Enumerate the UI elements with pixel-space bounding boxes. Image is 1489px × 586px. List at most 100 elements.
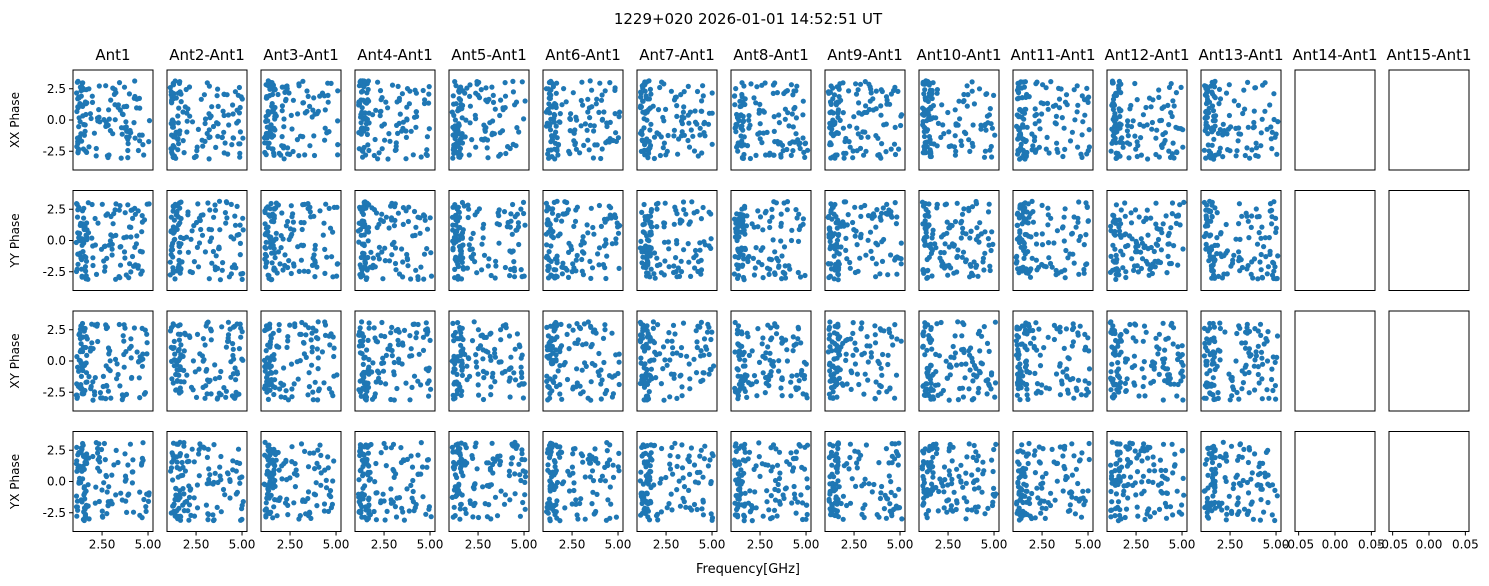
data-point: [231, 356, 237, 362]
data-point: [408, 346, 414, 352]
data-point: [274, 513, 280, 519]
panel-ant1-0: 2.50.0-2.5XX Phase: [8, 69, 154, 171]
data-point: [664, 338, 671, 344]
data-point: [601, 243, 608, 249]
data-point: [329, 390, 335, 396]
data-point: [616, 265, 622, 271]
data-point: [463, 117, 469, 123]
data-point: [176, 130, 182, 136]
data-point: [472, 481, 478, 487]
data-point: [642, 140, 648, 146]
data-point: [795, 137, 801, 143]
data-point: [451, 487, 457, 493]
data-point: [231, 236, 237, 242]
data-point: [566, 346, 572, 352]
data-point: [771, 507, 778, 513]
data-point: [181, 440, 187, 446]
data-point: [212, 202, 218, 208]
data-point: [615, 135, 622, 141]
data-point: [357, 350, 363, 356]
data-point: [864, 343, 870, 349]
data-point: [80, 80, 86, 86]
data-point: [93, 271, 100, 277]
data-point: [598, 155, 604, 162]
data-point: [751, 373, 758, 379]
data-point: [776, 449, 783, 455]
data-point: [569, 501, 575, 507]
data-point: [739, 479, 746, 485]
data-point: [318, 470, 324, 476]
data-point: [666, 264, 672, 270]
data-point: [189, 228, 195, 234]
data-point: [940, 122, 946, 128]
data-point: [757, 101, 763, 107]
data-point: [458, 363, 464, 369]
data-point: [666, 246, 672, 252]
data-point: [484, 483, 490, 489]
data-point: [121, 338, 127, 344]
data-point: [587, 78, 593, 84]
data-point: [97, 459, 103, 465]
data-point: [483, 85, 489, 91]
data-point: [457, 257, 463, 263]
data-point: [410, 152, 416, 158]
data-point: [784, 199, 791, 205]
data-point: [647, 127, 653, 133]
data-point: [379, 146, 385, 152]
data-point: [580, 272, 587, 278]
data-point: [88, 386, 94, 392]
data-point: [836, 347, 842, 353]
data-point: [413, 224, 419, 230]
data-point: [686, 361, 692, 367]
data-point: [296, 268, 302, 274]
data-point: [317, 442, 323, 448]
data-point: [736, 353, 742, 359]
data-point: [81, 509, 87, 515]
data-point: [706, 324, 712, 330]
data-point: [772, 486, 778, 492]
data-point: [298, 441, 305, 447]
data-point: [963, 257, 969, 263]
data-point: [309, 349, 315, 355]
data-point: [613, 514, 620, 520]
data-point: [789, 373, 795, 379]
data-point: [382, 245, 388, 251]
data-point: [264, 468, 271, 474]
data-point: [749, 518, 755, 524]
data-point: [465, 202, 471, 208]
data-point: [834, 394, 840, 400]
data-point: [404, 116, 410, 122]
data-point: [181, 150, 187, 156]
data-point: [709, 515, 716, 521]
data-point: [804, 511, 810, 518]
data-point: [415, 452, 421, 458]
data-point: [361, 144, 367, 151]
data-point: [230, 111, 236, 117]
data-point: [240, 135, 246, 141]
data-point: [639, 246, 646, 252]
data-point: [639, 373, 645, 379]
data-point: [805, 147, 811, 153]
data-point: [264, 364, 270, 370]
data-point: [895, 462, 901, 468]
panel-ant10-ant1-0: [918, 69, 1000, 171]
data-point: [78, 323, 84, 329]
data-point: [592, 446, 598, 452]
axes-frame: [448, 431, 530, 532]
data-point: [452, 202, 458, 208]
data-point: [616, 359, 622, 365]
data-point: [89, 235, 95, 241]
data-point: [424, 464, 430, 470]
data-point: [783, 337, 789, 343]
data-point: [77, 336, 83, 342]
data-point: [646, 372, 652, 378]
data-point: [223, 344, 229, 350]
data-point: [835, 456, 841, 462]
data-point: [421, 100, 428, 107]
data-point: [838, 97, 844, 103]
data-point: [95, 220, 101, 226]
data-point: [852, 340, 858, 346]
data-point: [468, 236, 474, 242]
data-point: [787, 140, 793, 146]
axes-frame: [72, 431, 154, 532]
